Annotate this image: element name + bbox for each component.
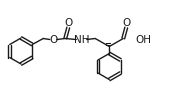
Text: O: O <box>64 18 72 28</box>
Text: OH: OH <box>135 34 151 44</box>
Text: O: O <box>49 34 57 44</box>
Text: O: O <box>122 18 130 28</box>
Text: NH: NH <box>74 34 89 44</box>
